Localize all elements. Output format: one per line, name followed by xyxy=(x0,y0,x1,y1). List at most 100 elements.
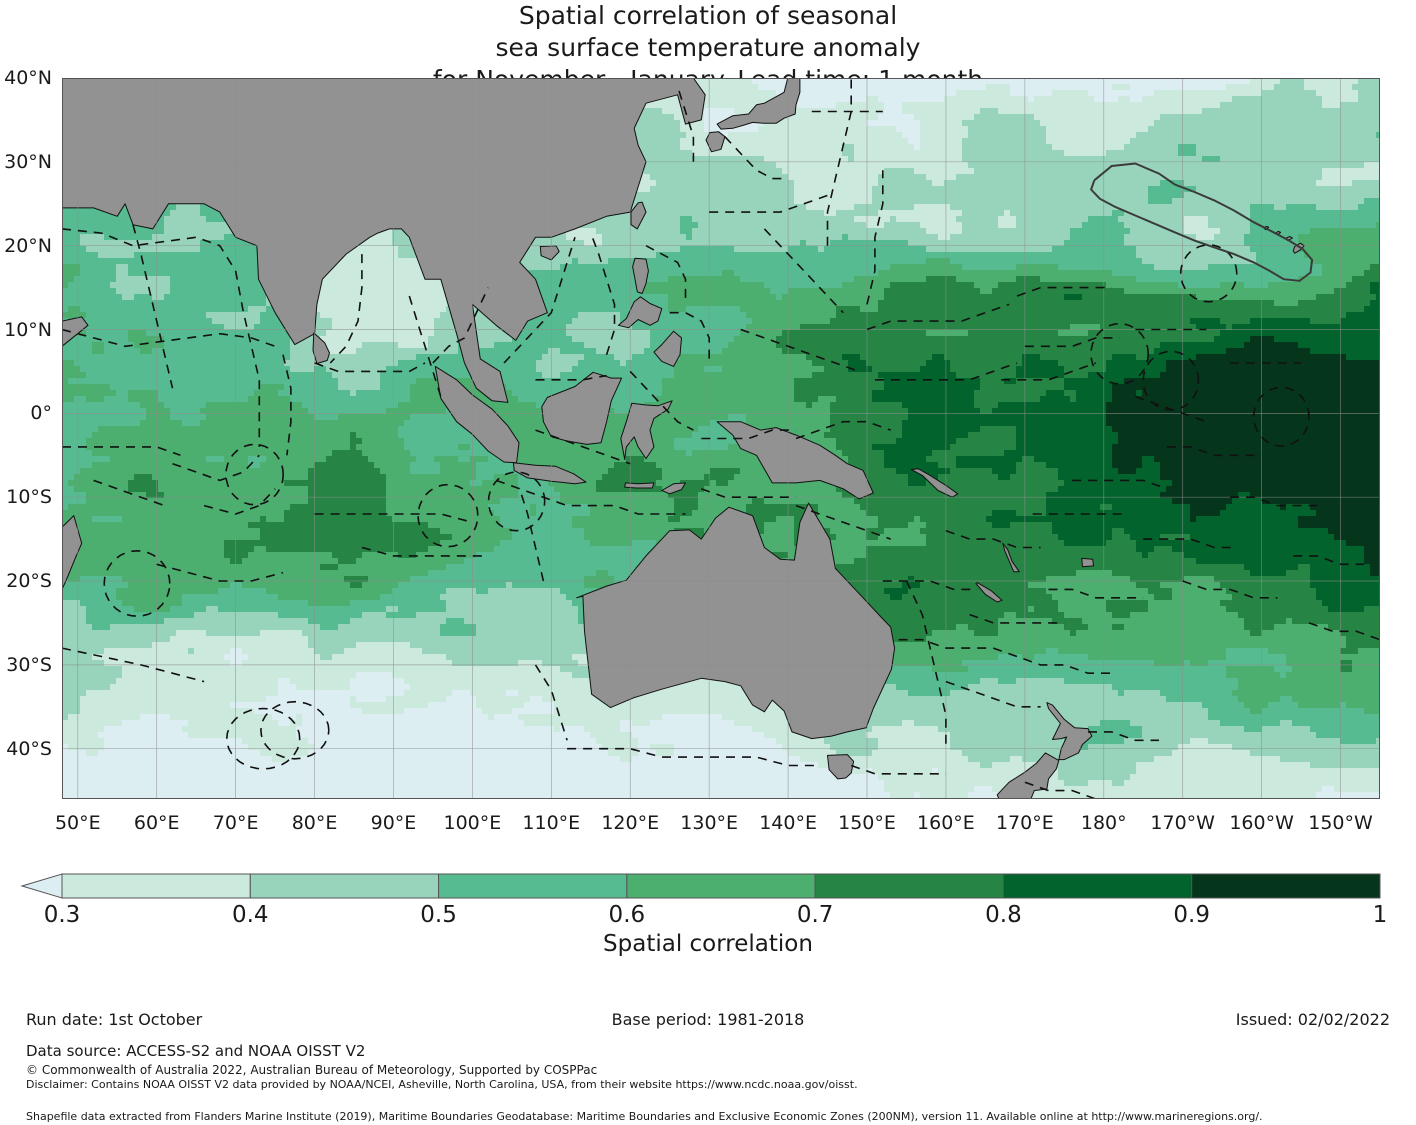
eez-line-islands-s xyxy=(1166,446,1262,457)
colorbar-tick-label: 0.5 xyxy=(420,902,457,928)
eez-palau-n xyxy=(740,328,860,373)
eez-amsterdam xyxy=(225,707,301,770)
x-tick-label: 170°E xyxy=(995,812,1054,834)
land-polygon xyxy=(624,482,655,489)
eez-indonesia-south xyxy=(495,479,686,515)
x-axis-labels: 50°E 60°E 70°E 80°E 90°E 100°E 110°E 120°E 130°E… xyxy=(0,812,1416,842)
disclaimer-text: Disclaimer: Contains NOAA OISST V2 data … xyxy=(26,1078,858,1091)
land-polygon xyxy=(62,78,706,403)
eez-cocos-north xyxy=(314,513,473,524)
x-tick-label: 70°E xyxy=(212,812,259,834)
eez-scs-west xyxy=(503,237,576,364)
eez-australia-west xyxy=(534,664,568,741)
x-tick-label: 80°E xyxy=(291,812,338,834)
y-tick-label: 40°S xyxy=(6,737,52,760)
eez-cocos-circle xyxy=(417,483,479,548)
y-tick-label: 10°S xyxy=(6,486,52,509)
correlation-cell-group xyxy=(62,78,1380,799)
land-polygon xyxy=(541,371,623,445)
eez-howland xyxy=(1142,350,1200,411)
land-polygon xyxy=(716,78,801,130)
x-tick-label: 140°E xyxy=(759,812,817,834)
correlation-map[interactable] xyxy=(62,78,1380,799)
colorbar-band xyxy=(438,873,628,899)
land-polygon xyxy=(661,482,686,495)
land-polygon xyxy=(975,582,1003,603)
colorbar-tick-labels: 0.3 0.4 0.5 0.6 0.7 0.8 0.9 1 xyxy=(0,902,1416,932)
colorbar-band xyxy=(1191,873,1381,899)
eez-fsm-north xyxy=(866,303,1010,331)
eez-tasman-south xyxy=(850,764,946,775)
colorbar-tick-label: 0.6 xyxy=(608,902,646,928)
land-polygon xyxy=(827,754,855,780)
eez-french-poly-n xyxy=(1293,555,1365,566)
land-polygon xyxy=(653,330,682,367)
colorbar-tick-label: 0.9 xyxy=(1173,902,1210,928)
eez-nz-south-bnd xyxy=(1024,781,1097,799)
correlation-cell-group xyxy=(128,264,1380,672)
eez-norfolk-n xyxy=(898,638,994,649)
eez-hawaii-outline xyxy=(1089,162,1314,282)
eez-cook-n xyxy=(1230,496,1325,507)
eez-cook-s xyxy=(1182,580,1278,599)
eez-chatham-n xyxy=(1088,731,1159,742)
x-tick-label: 160°W xyxy=(1229,812,1294,834)
colorbar[interactable] xyxy=(0,866,1416,908)
map-frame xyxy=(62,78,1380,799)
x-tick-label: 90°E xyxy=(370,812,417,834)
land-polygon xyxy=(62,303,89,431)
copyright-text: © Commonwealth of Australia 2022, Austra… xyxy=(26,1063,598,1077)
x-tick-label: 180° xyxy=(1080,812,1127,834)
eez-papua-north xyxy=(701,429,796,440)
colorbar-band xyxy=(249,873,440,899)
colorbar-tick-label: 0.8 xyxy=(985,902,1022,928)
eez-nauru-kiribati xyxy=(1001,362,1097,381)
eez-marianas-w xyxy=(763,228,844,314)
eez-fiji-tonga-s xyxy=(1048,588,1144,599)
x-tick-label: 110°E xyxy=(522,812,581,834)
eez-timor-south xyxy=(701,488,796,498)
eez-chagos-n xyxy=(172,454,260,482)
eez-australia-nw xyxy=(518,488,545,582)
y-tick-label: 30°N xyxy=(4,150,52,173)
eez-newcal-s xyxy=(969,613,1065,624)
eez-vanuatu-n xyxy=(945,529,1041,549)
eez-andaman xyxy=(408,295,442,397)
x-tick-label: 120°E xyxy=(601,812,660,834)
eez-kermadec-n xyxy=(993,647,1112,674)
eez-japan-sw xyxy=(724,136,789,180)
eez-boundaries xyxy=(62,78,1380,799)
colorbar-extend-min-arrow xyxy=(20,873,63,899)
run-date: Run date: 1st October xyxy=(26,1010,203,1029)
land-polygon xyxy=(632,257,649,294)
x-tick-label: 170°W xyxy=(1150,812,1215,834)
land-polygon xyxy=(312,332,330,364)
eez-south-indian-2 xyxy=(156,563,284,582)
y-tick-label: 0° xyxy=(30,402,52,425)
base-period: Base period: 1981-2018 xyxy=(611,1010,805,1029)
correlation-cell-group xyxy=(62,78,1380,786)
eez-png-south xyxy=(795,504,891,540)
eez-marshall-s xyxy=(1024,337,1120,348)
eez-jarvis-circle xyxy=(1252,386,1310,447)
y-tick-label: 20°S xyxy=(6,570,52,593)
eez-marshall-n xyxy=(1016,286,1112,297)
title-line-1: Spatial correlation of seasonal xyxy=(518,1,898,30)
data-source-text: Data source: ACCESS-S2 and NOAA OISST V2 xyxy=(26,1042,366,1060)
colorbar-title: Spatial correlation xyxy=(603,931,813,957)
land-polygon xyxy=(62,515,83,591)
eez-australia-east xyxy=(905,580,947,749)
eez-png-north xyxy=(795,420,891,440)
eez-arabian-south xyxy=(62,328,276,348)
eez-japan-korea xyxy=(676,86,695,162)
x-tick-label: 100°E xyxy=(443,812,502,834)
eez-chagos-s xyxy=(203,488,276,515)
eez-bengal-mid xyxy=(329,254,363,364)
land-polygon xyxy=(996,752,1060,799)
x-tick-label: 150°W xyxy=(1308,812,1373,834)
eez-coral-sea-n xyxy=(882,580,978,591)
x-tick-label: 160°E xyxy=(917,812,975,834)
land-polygon xyxy=(1046,702,1093,761)
colorbar-swatches xyxy=(20,873,1381,899)
land-polygon xyxy=(620,400,673,460)
